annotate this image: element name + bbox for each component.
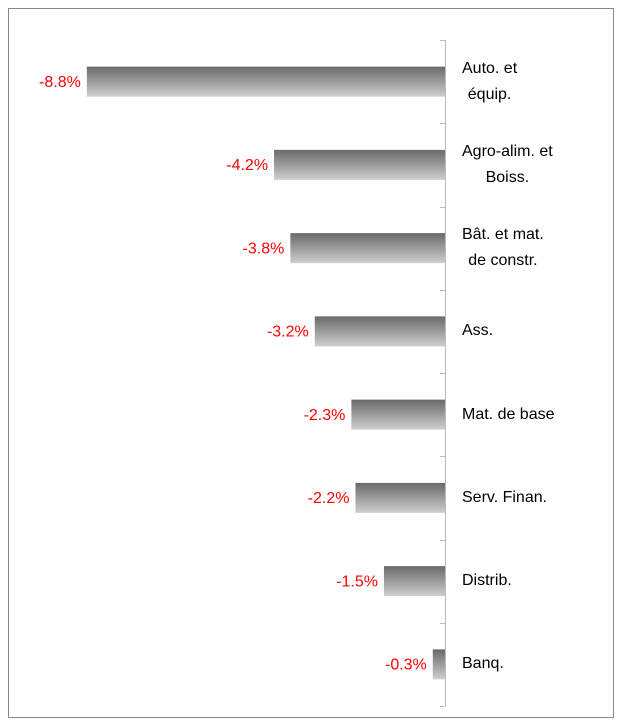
category-line: Agro-alim. et <box>462 142 553 160</box>
category-label: Serv. Finan. <box>462 485 547 511</box>
bar <box>432 649 445 680</box>
value-label: -0.3% <box>385 657 427 674</box>
category-label: Agro-alim. et Boiss. <box>462 139 553 191</box>
bar <box>351 399 445 430</box>
category-label: Auto. et équip. <box>462 56 517 108</box>
category-line: Bât. et mat. <box>462 226 544 244</box>
category-line: Auto. et <box>462 59 518 77</box>
frame <box>8 8 614 718</box>
category-label: Mat. de base <box>462 402 555 428</box>
category-label: Bât. et mat. de constr. <box>462 222 544 274</box>
value-label: -3.2% <box>267 324 309 341</box>
category-line: Ass. <box>462 322 494 340</box>
bar <box>383 566 445 597</box>
bar <box>290 233 445 264</box>
bar <box>274 149 445 180</box>
category-label: Ass. <box>462 318 493 344</box>
category-line: Boiss. <box>485 168 530 186</box>
category-label: Banq. <box>462 651 504 677</box>
value-label: -8.8% <box>39 74 81 91</box>
bar <box>86 66 445 97</box>
bar <box>314 316 445 347</box>
value-label: -2.2% <box>308 490 350 507</box>
bar <box>355 482 445 513</box>
category-label: Distrib. <box>462 568 512 594</box>
category-line: Banq. <box>462 655 504 673</box>
category-line: Distrib. <box>462 572 512 590</box>
value-label: -1.5% <box>336 573 378 590</box>
value-label: -3.8% <box>243 240 285 257</box>
value-label: -4.2% <box>226 157 268 174</box>
category-line: Serv. Finan. <box>462 488 548 506</box>
category-line: équip. <box>467 85 512 103</box>
category-line: Mat. de base <box>462 405 555 423</box>
value-label: -2.3% <box>304 407 346 424</box>
category-line: de constr. <box>468 252 538 270</box>
